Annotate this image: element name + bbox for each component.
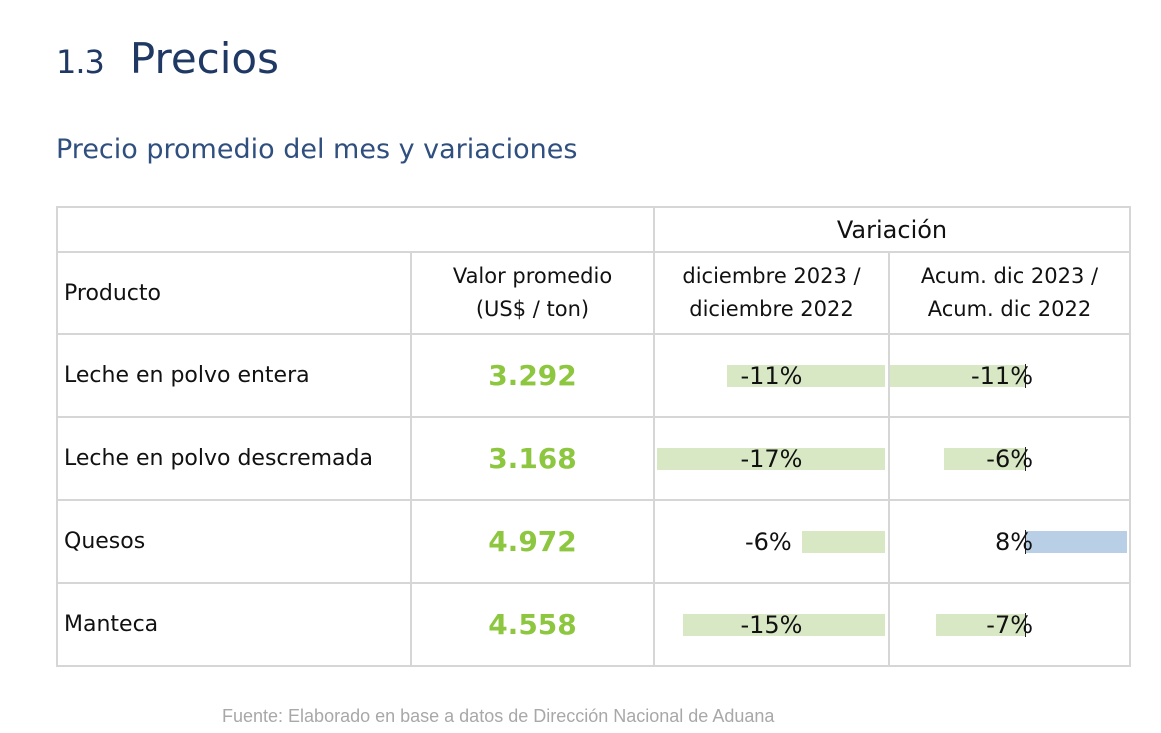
table-row: Leche en polvo entera 3.292 -11% -11% [56, 333, 1132, 418]
zero-axis-line [1025, 612, 1026, 637]
monthly-variation-value: -6% [745, 527, 792, 556]
monthly-variation-value: -15% [740, 610, 803, 639]
cumulative-variation-value: -6% [986, 444, 1034, 473]
cumulative-variation-cell: -6% [887, 416, 1132, 501]
header-valor-line2: (US$ / ton) [475, 297, 590, 321]
prices-table: Variación Producto Valor promedio (US$ /… [56, 206, 1132, 667]
product-name: Leche en polvo entera [56, 333, 412, 418]
average-value: 4.972 [410, 499, 655, 584]
cumulative-variation-bar [936, 613, 1025, 636]
cumulative-variation-bar [1025, 530, 1127, 553]
section-number: 1.3 [56, 43, 105, 81]
group-header-row: Variación [56, 206, 1132, 253]
header-variacion-mensual: diciembre 2023 / diciembre 2022 [653, 251, 890, 335]
source-note: Fuente: Elaborado en base a datos de Dir… [222, 706, 775, 726]
table-subtitle: Precio promedio del mes y variaciones [56, 134, 578, 165]
monthly-variation-bar [727, 364, 885, 387]
section-heading: 1.3 Precios [56, 38, 279, 80]
header-acum-line2: Acum. dic 2022 [927, 297, 1092, 321]
monthly-variation-value: -11% [740, 361, 803, 390]
cumulative-variation-cell: -7% [887, 582, 1132, 667]
product-name: Manteca [56, 582, 412, 667]
cumulative-variation-value: -11% [971, 361, 1034, 390]
average-value: 3.292 [410, 333, 655, 418]
variation-group-header: Variación [652, 206, 1132, 253]
average-value: 4.558 [410, 582, 655, 667]
cumulative-variation-bar [890, 364, 1025, 387]
header-acum-line1: Acum. dic 2023 / [920, 264, 1099, 289]
average-value: 3.168 [410, 416, 655, 501]
table-row: Quesos 4.972 -6% 8% [56, 499, 1132, 584]
cumulative-variation-value: 8% [994, 527, 1034, 556]
header-producto: Producto [56, 251, 412, 335]
cumulative-variation-cell: -11% [887, 333, 1132, 418]
monthly-variation-bar [683, 613, 885, 636]
column-header-row: Producto Valor promedio (US$ / ton) dici… [56, 251, 1132, 335]
cumulative-variation-cell: 8% [887, 499, 1132, 584]
monthly-variation-value: -17% [740, 444, 803, 473]
monthly-variation-bar [802, 530, 885, 553]
table-row: Manteca 4.558 -15% -7% [56, 582, 1132, 667]
header-mensual-line1: diciembre 2023 / [682, 264, 861, 289]
empty-header-cell [56, 206, 655, 253]
section-title: Precios [129, 34, 280, 83]
monthly-variation-cell: -17% [653, 416, 890, 501]
table-row: Leche en polvo descremada 3.168 -17% -6% [56, 416, 1132, 501]
cumulative-variation-bar [944, 447, 1025, 470]
zero-axis-line [1025, 363, 1026, 388]
header-valor-promedio: Valor promedio (US$ / ton) [410, 251, 655, 335]
cumulative-variation-value: -7% [986, 610, 1034, 639]
header-valor-line1: Valor promedio [452, 264, 613, 289]
monthly-variation-bar [657, 447, 885, 470]
zero-axis-line [1025, 529, 1026, 554]
zero-axis-line [1025, 446, 1026, 471]
header-variacion-acumulada: Acum. dic 2023 / Acum. dic 2022 [887, 251, 1132, 335]
monthly-variation-cell: -11% [653, 333, 890, 418]
product-name: Leche en polvo descremada [56, 416, 412, 501]
monthly-variation-cell: -6% [653, 499, 890, 584]
product-name: Quesos [56, 499, 412, 584]
monthly-variation-cell: -15% [653, 582, 890, 667]
header-mensual-line2: diciembre 2022 [689, 297, 854, 321]
